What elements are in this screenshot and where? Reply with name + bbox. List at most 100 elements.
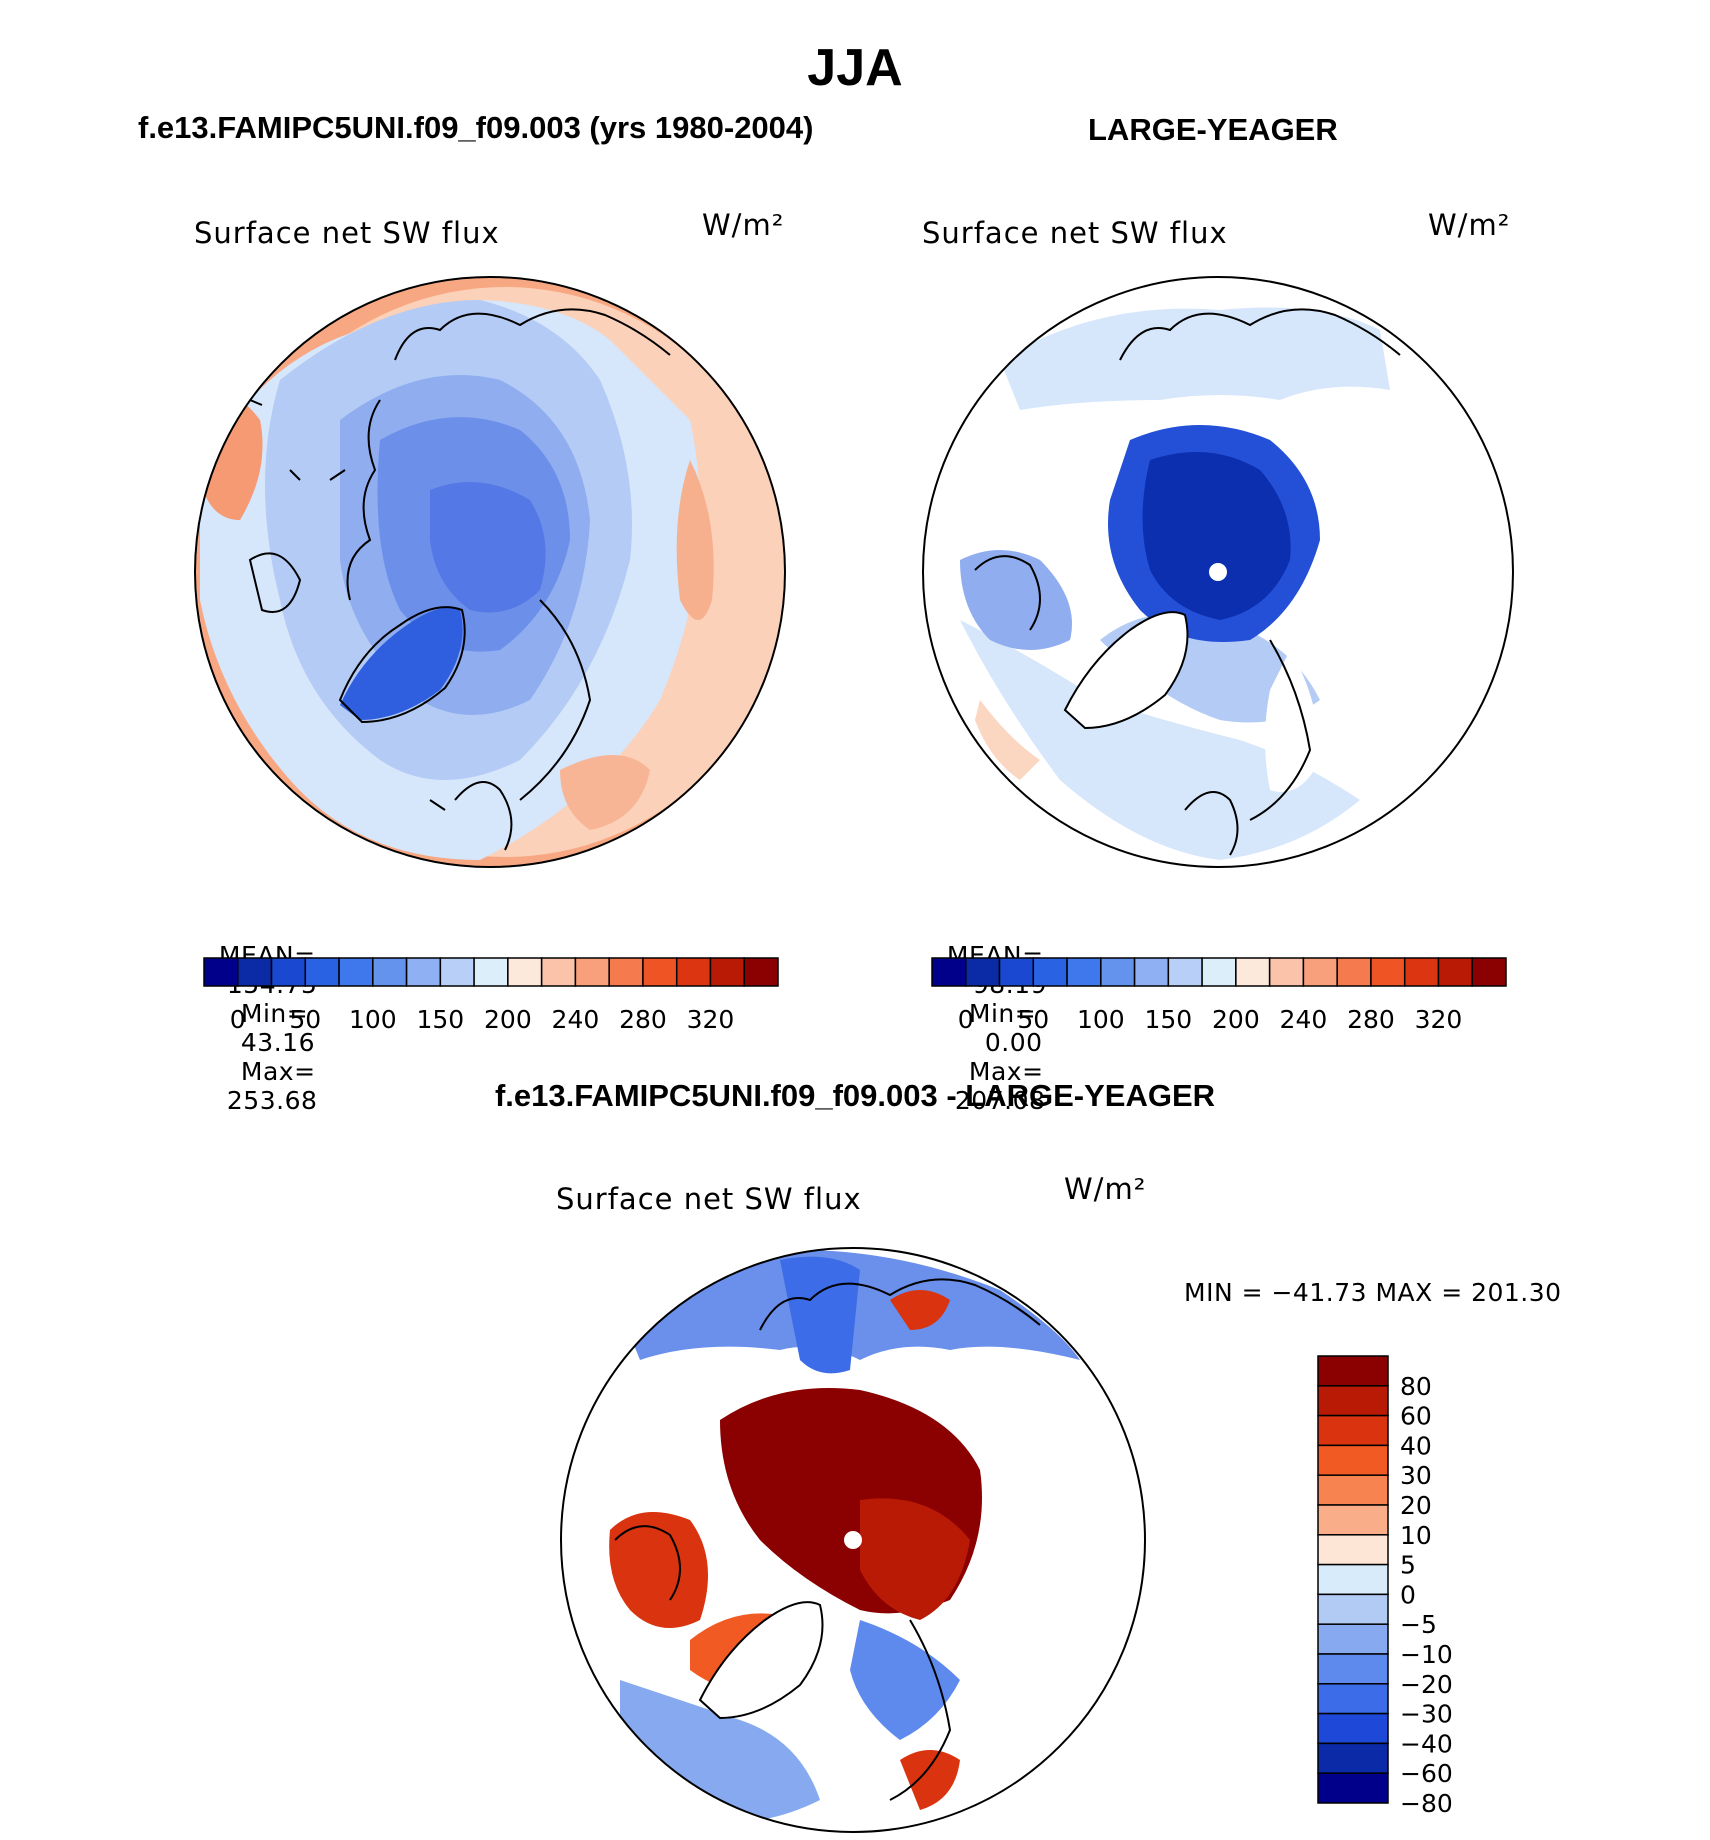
map-panel-2 [922, 276, 1514, 868]
panel-2-max-label: Max= [968, 1057, 1044, 1086]
colorbar-2-swatch [1437, 957, 1473, 987]
colorbar-1-swatch [540, 957, 577, 987]
colorbar-3-swatch [1317, 1563, 1389, 1596]
panel-1-variable: Surface net SW flux [194, 216, 500, 250]
colorbar-3-tick-label: 5 [1400, 1551, 1416, 1580]
colorbar-2-swatch [1336, 957, 1372, 987]
colorbar-3-swatch [1317, 1653, 1389, 1685]
colorbar-3-tick-label: 0 [1400, 1580, 1416, 1609]
panel-2-units: W/m² [1428, 208, 1511, 242]
colorbar-1-tick-label: 200 [484, 1005, 532, 1034]
colorbar-3-swatch [1317, 1712, 1389, 1745]
colorbar-2-tick-label: 200 [1212, 1005, 1260, 1034]
colorbar-1-swatch [304, 957, 340, 987]
colorbar-1-swatch [709, 957, 745, 987]
colorbar-2-swatch [965, 957, 1001, 987]
colorbar-1-swatch [405, 957, 442, 987]
panel-2-variable: Surface net SW flux [922, 216, 1228, 250]
colorbar-2-swatch [1302, 957, 1338, 987]
colorbar-2-swatch [931, 957, 967, 987]
colorbar-2-tick-label: 0 [958, 1005, 974, 1034]
colorbar-3-tick-label: −60 [1400, 1759, 1453, 1788]
colorbar-3-tick-label: 60 [1400, 1402, 1432, 1431]
colorbar-3-swatch [1317, 1414, 1389, 1447]
colorbar-3-tick-label: −40 [1400, 1729, 1453, 1758]
map-panel-1 [194, 276, 786, 868]
colorbar-1-swatch [270, 957, 307, 987]
colorbar-2-swatch [1403, 957, 1440, 987]
colorbar-1-swatch [642, 957, 678, 987]
panel-1-max-label: Max= [240, 1057, 316, 1086]
colorbar-3-swatch [1317, 1444, 1389, 1476]
colorbar-2-swatch [998, 957, 1035, 987]
colorbar-1-swatch [338, 957, 374, 987]
colorbar-3-swatch [1317, 1474, 1389, 1506]
colorbar-3-tick-label: −20 [1400, 1670, 1453, 1699]
colorbar-2-swatch [1370, 957, 1406, 987]
panel-3-minmax: MIN = −41.73 MAX = 201.30 [1184, 1278, 1562, 1307]
panel-3-units: W/m² [1064, 1172, 1147, 1206]
panel-2-max: 207.08 [954, 1086, 1046, 1115]
colorbar-3-swatch [1317, 1355, 1389, 1387]
colorbar-1-swatch [237, 957, 273, 987]
panel-3-header: f.e13.FAMIPC5UNI.f09_f09.003 - LARGE-YEA… [494, 1078, 1216, 1113]
panel-2-min-label: Min= [968, 999, 1037, 1028]
colorbar-2-swatch [1471, 957, 1507, 987]
colorbar-panel-1: 0 50 100 150 200 240 280 320 [203, 957, 779, 1034]
colorbar-1-tick-label: 100 [349, 1005, 397, 1034]
colorbar-1-tick-label: 240 [552, 1005, 600, 1034]
colorbar-2-swatch [1032, 957, 1068, 987]
colorbar-1-swatch [473, 957, 509, 987]
colorbar-3-swatch [1317, 1385, 1389, 1417]
colorbar-1-swatch [203, 957, 239, 987]
colorbar-1-swatch [439, 957, 475, 987]
colorbar-2-swatch [1066, 957, 1102, 987]
panel-1-max: 253.68 [226, 1086, 318, 1115]
colorbar-3-swatch [1317, 1772, 1389, 1804]
panel-1-header: f.e13.FAMIPC5UNI.f09_f09.003 (yrs 1980-2… [138, 110, 814, 145]
panel-3-variable: Surface net SW flux [556, 1182, 862, 1216]
map-panel-3 [560, 1247, 1146, 1833]
colorbar-1-tick-label: 320 [687, 1005, 735, 1034]
colorbar-2-tick-label: 280 [1347, 1005, 1395, 1034]
colorbar-3-swatch [1317, 1593, 1389, 1625]
colorbar-2-swatch [1100, 957, 1136, 987]
colorbar-3-swatch [1317, 1623, 1389, 1655]
colorbar-2-swatch [1133, 957, 1170, 987]
colorbar-2-tick-label: 320 [1415, 1005, 1463, 1034]
colorbar-1-tick-label: 0 [230, 1005, 246, 1034]
season-title: JJA [807, 39, 903, 97]
panel-1-min: 43.16 [240, 1028, 315, 1057]
panel-1-min-label: Min= [240, 999, 309, 1028]
colorbar-panel-2: 0 50 100 150 200 240 280 320 [931, 957, 1507, 1034]
colorbar-2-swatch [1268, 957, 1305, 987]
colorbar-1-swatch [507, 957, 543, 987]
colorbar-3-swatch [1317, 1534, 1389, 1566]
colorbar-2-swatch [1201, 957, 1237, 987]
colorbar-2-tick-label: 240 [1280, 1005, 1328, 1034]
colorbar-1-swatch [675, 957, 712, 987]
colorbar-3-tick-label: 40 [1400, 1431, 1432, 1460]
colorbar-3-tick-label: −30 [1400, 1700, 1453, 1729]
colorbar-3-tick-label: −80 [1400, 1789, 1453, 1818]
panel-2-header: LARGE-YEAGER [1088, 112, 1338, 147]
colorbar-1-tick-label: 280 [619, 1005, 667, 1034]
colorbar-3-tick-label: 10 [1400, 1521, 1432, 1550]
colorbar-1-tick-label: 150 [416, 1005, 464, 1034]
colorbar-1-swatch [608, 957, 644, 987]
colorbar-3-tick-label: 20 [1400, 1491, 1432, 1520]
colorbar-1-swatch [574, 957, 610, 987]
colorbar-2-swatch [1235, 957, 1271, 987]
colorbar-3-swatch [1317, 1742, 1389, 1774]
colorbar-1-swatch [372, 957, 408, 987]
panel-2-min: 0.00 [984, 1028, 1043, 1057]
colorbar-3-tick-label: −5 [1400, 1610, 1437, 1639]
colorbar-2-swatch [1167, 957, 1203, 987]
colorbar-3-swatch [1317, 1504, 1389, 1536]
colorbar-1-swatch [743, 957, 779, 987]
colorbar-3-tick-label: 80 [1400, 1372, 1432, 1401]
colorbar-3-tick-label: 30 [1400, 1461, 1432, 1490]
colorbar-3-tick-label: −10 [1400, 1640, 1453, 1669]
